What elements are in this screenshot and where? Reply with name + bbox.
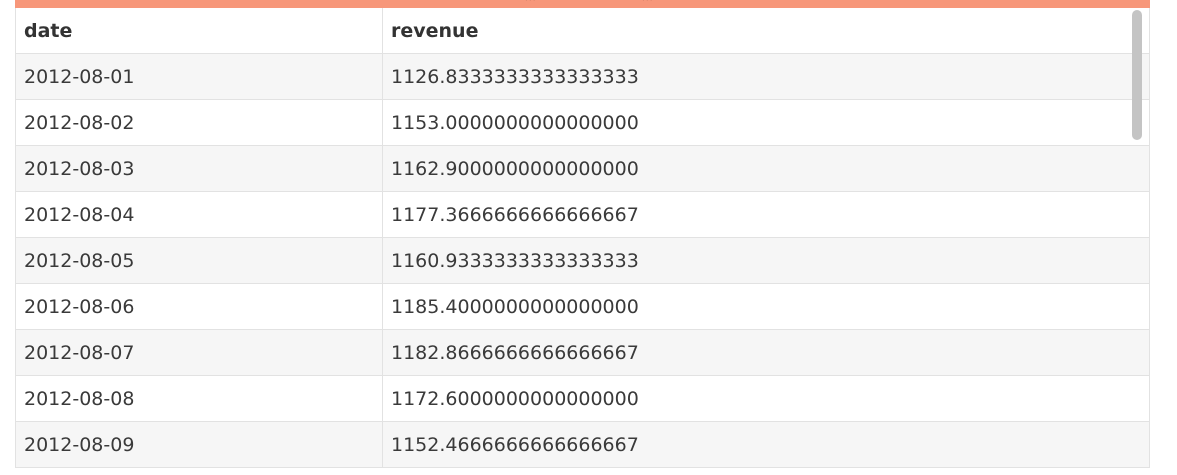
cell-date[interactable]: 2012-08-07 (15, 329, 383, 376)
table-row[interactable]: 2012-08-04 1177.3666666666666667 (15, 191, 1150, 238)
results-panel: ··· ··· date revenue 2012-08-01 1126.8333… (15, 0, 1150, 475)
cell-revenue[interactable]: 1162.9000000000000000 (382, 145, 1150, 192)
vertical-scrollbar-thumb[interactable] (1132, 10, 1142, 140)
table-header-row: date revenue (15, 8, 1150, 54)
column-header-revenue[interactable]: revenue (382, 8, 1150, 54)
cell-revenue[interactable]: 1185.4000000000000000 (382, 283, 1150, 330)
column-header-date[interactable]: date (15, 8, 383, 54)
results-table: date revenue 2012-08-01 1126.833333333333… (15, 8, 1150, 468)
cell-date[interactable]: 2012-08-09 (15, 421, 383, 468)
cell-date[interactable]: 2012-08-04 (15, 191, 383, 238)
cell-revenue[interactable]: 1126.8333333333333333 (382, 53, 1150, 100)
table-row[interactable]: 2012-08-05 1160.9333333333333333 (15, 237, 1150, 284)
cell-date[interactable]: 2012-08-02 (15, 99, 383, 146)
table-row[interactable]: 2012-08-03 1162.9000000000000000 (15, 145, 1150, 192)
table-row[interactable]: 2012-08-08 1172.6000000000000000 (15, 375, 1150, 422)
cell-revenue[interactable]: 1182.8666666666666667 (382, 329, 1150, 376)
cell-revenue[interactable]: 1160.9333333333333333 (382, 237, 1150, 284)
drag-handle-icon: ··· (642, 0, 654, 6)
table-row[interactable]: 2012-08-01 1126.8333333333333333 (15, 53, 1150, 100)
cell-revenue[interactable]: 1153.0000000000000000 (382, 99, 1150, 146)
table-row[interactable]: 2012-08-09 1152.4666666666666667 (15, 421, 1150, 468)
cell-revenue[interactable]: 1177.3666666666666667 (382, 191, 1150, 238)
cell-date[interactable]: 2012-08-03 (15, 145, 383, 192)
table-row[interactable]: 2012-08-06 1185.4000000000000000 (15, 283, 1150, 330)
table-body: 2012-08-01 1126.8333333333333333 2012-08-0… (15, 53, 1150, 468)
cell-revenue[interactable]: 1172.6000000000000000 (382, 375, 1150, 422)
panel-resize-handle[interactable]: ··· ··· (15, 0, 1150, 8)
cell-date[interactable]: 2012-08-01 (15, 53, 383, 100)
cell-revenue[interactable]: 1152.4666666666666667 (382, 421, 1150, 468)
drag-handle-icon: ··· (525, 0, 537, 6)
cell-date[interactable]: 2012-08-06 (15, 283, 383, 330)
cell-date[interactable]: 2012-08-05 (15, 237, 383, 284)
table-row[interactable]: 2012-08-07 1182.8666666666666667 (15, 329, 1150, 376)
cell-date[interactable]: 2012-08-08 (15, 375, 383, 422)
table-row[interactable]: 2012-08-02 1153.0000000000000000 (15, 99, 1150, 146)
